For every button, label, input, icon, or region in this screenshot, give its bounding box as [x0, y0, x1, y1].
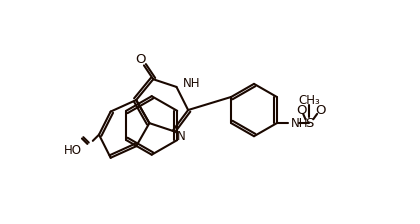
Text: O: O — [136, 54, 146, 67]
Text: NH: NH — [291, 117, 308, 130]
Text: O: O — [315, 104, 326, 117]
Text: S: S — [305, 117, 314, 130]
Text: NH: NH — [183, 77, 200, 90]
Text: N: N — [176, 131, 185, 144]
Text: HO: HO — [64, 144, 82, 157]
Text: O: O — [297, 104, 307, 117]
Text: CH₃: CH₃ — [299, 94, 320, 107]
